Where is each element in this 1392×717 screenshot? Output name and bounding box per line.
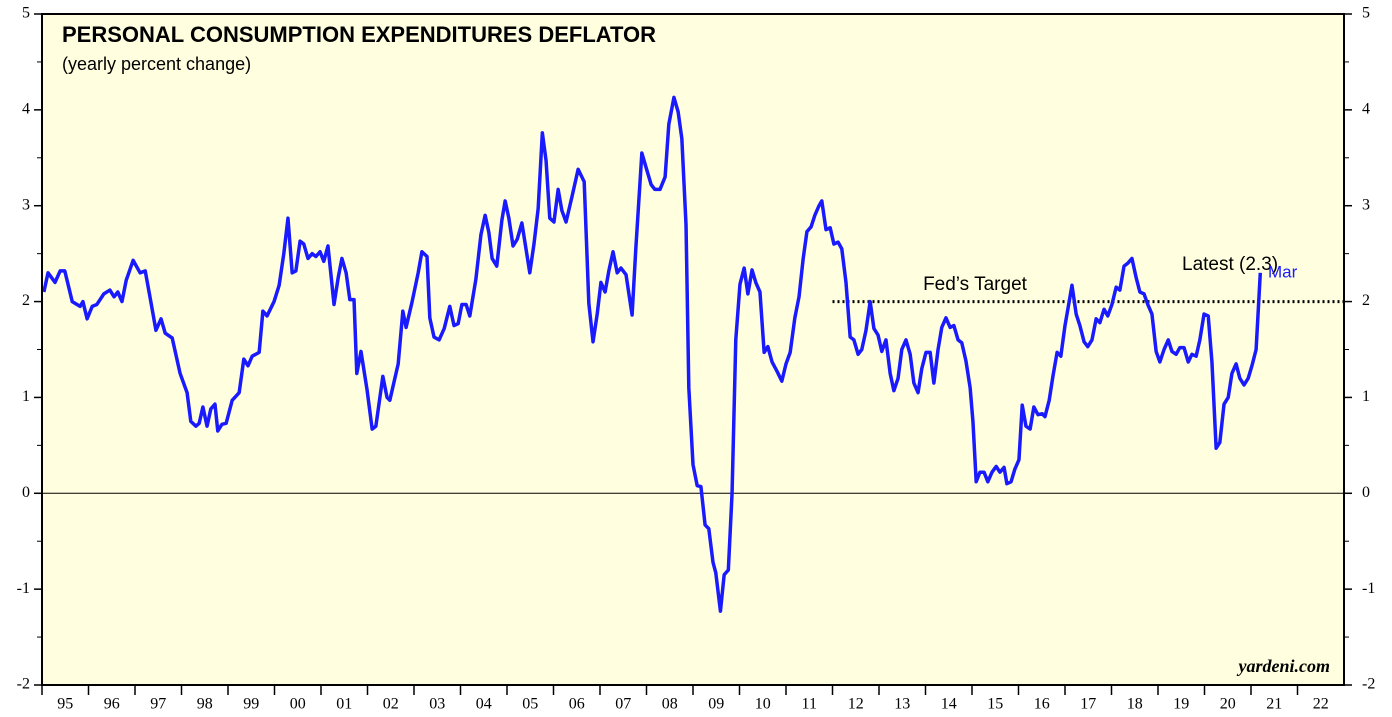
x-tick-label: 06 bbox=[569, 696, 585, 713]
y-tick-label: 2 bbox=[22, 292, 30, 309]
y-tick-label: 3 bbox=[22, 196, 30, 213]
y-tick-label: 5 bbox=[22, 5, 30, 22]
x-tick-label: 01 bbox=[336, 696, 352, 713]
x-tick-label: 13 bbox=[894, 696, 910, 713]
annotation: Latest (2.3) bbox=[1182, 254, 1278, 275]
y-tick-label: 0 bbox=[22, 484, 30, 501]
x-tick-label: 12 bbox=[848, 696, 864, 713]
reference-label: Fed’s Target bbox=[923, 274, 1028, 295]
x-tick-label: 18 bbox=[1127, 696, 1143, 713]
x-tick-label: 97 bbox=[150, 696, 166, 713]
x-tick-label: 10 bbox=[755, 696, 771, 713]
x-tick-label: 95 bbox=[57, 696, 73, 713]
annotation: Mar bbox=[1268, 262, 1298, 281]
y2-tick-label: 2 bbox=[1362, 292, 1370, 309]
y2-tick-label: 0 bbox=[1362, 484, 1370, 501]
x-tick-label: 19 bbox=[1173, 696, 1189, 713]
plot-background bbox=[42, 14, 1344, 685]
data-line bbox=[42, 95, 1263, 613]
x-tick-label: 11 bbox=[802, 696, 817, 713]
x-tick-label: 04 bbox=[476, 696, 492, 713]
x-tick-label: 00 bbox=[290, 696, 306, 713]
chart-subtitle: (yearly percent change) bbox=[62, 54, 251, 74]
x-tick-label: 14 bbox=[941, 696, 957, 713]
x-tick-label: 98 bbox=[197, 696, 213, 713]
x-tick-label: 09 bbox=[708, 696, 724, 713]
x-tick-label: 08 bbox=[662, 696, 678, 713]
y2-tick-label: 4 bbox=[1362, 101, 1370, 118]
x-tick-label: 21 bbox=[1266, 696, 1282, 713]
y-tick-label: 1 bbox=[22, 388, 30, 405]
x-tick-label: 17 bbox=[1080, 696, 1096, 713]
x-tick-label: 02 bbox=[383, 696, 399, 713]
x-tick-label: 07 bbox=[615, 696, 631, 713]
y-tick-label: -1 bbox=[17, 580, 30, 597]
y-tick-label: 4 bbox=[22, 101, 30, 118]
x-tick-label: 99 bbox=[243, 696, 259, 713]
x-tick-label: 15 bbox=[987, 696, 1003, 713]
y2-tick-label: 3 bbox=[1362, 196, 1370, 213]
x-tick-label: 20 bbox=[1220, 696, 1236, 713]
x-tick-label: 22 bbox=[1313, 696, 1329, 713]
source: yardeni.com bbox=[1237, 656, 1331, 676]
y2-tick-label: -2 bbox=[1362, 676, 1375, 693]
x-tick-label: 96 bbox=[104, 696, 120, 713]
y-tick-label: -2 bbox=[17, 676, 30, 693]
y2-tick-label: 1 bbox=[1362, 388, 1370, 405]
y2-tick-label: -1 bbox=[1362, 580, 1375, 597]
x-tick-label: 16 bbox=[1034, 696, 1050, 713]
y2-tick-label: 5 bbox=[1362, 5, 1370, 22]
x-tick-label: 03 bbox=[429, 696, 445, 713]
chart-title: PERSONAL CONSUMPTION EXPENDITURES DEFLAT… bbox=[62, 22, 656, 47]
x-tick-label: 05 bbox=[522, 696, 538, 713]
